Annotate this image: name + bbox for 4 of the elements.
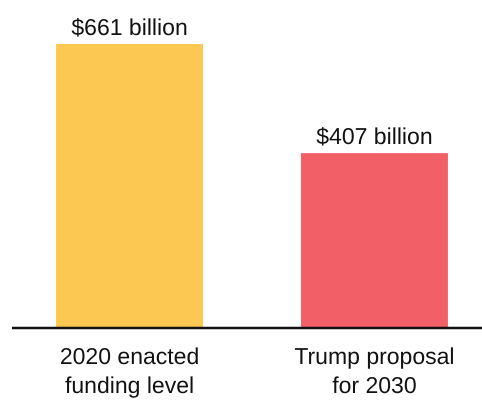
x-tick-label: 2020 enacted funding level — [60, 343, 200, 398]
x-tick-label: Trump proposal for 2030 — [294, 343, 455, 398]
data-label: $661 billion — [71, 14, 188, 40]
data-label: $407 billion — [316, 123, 433, 150]
